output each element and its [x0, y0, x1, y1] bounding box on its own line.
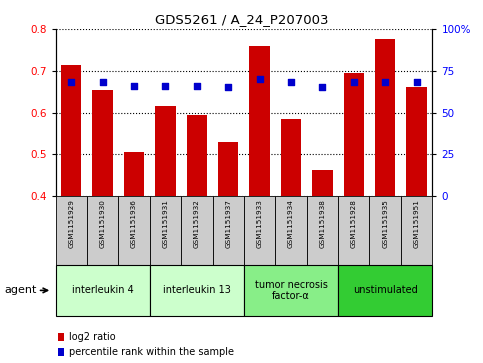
FancyBboxPatch shape [118, 196, 150, 265]
Text: GSM1151938: GSM1151938 [319, 200, 326, 248]
Bar [406, 87, 427, 196]
FancyBboxPatch shape [244, 265, 338, 316]
FancyBboxPatch shape [307, 196, 338, 265]
Point [382, 79, 389, 85]
Text: GSM1151937: GSM1151937 [225, 200, 231, 248]
Bar [155, 106, 176, 196]
Point [412, 79, 420, 85]
FancyBboxPatch shape [338, 196, 369, 265]
Bar [249, 46, 270, 196]
Bar [58, 333, 64, 341]
Bar [375, 40, 396, 196]
Text: GSM1151936: GSM1151936 [131, 200, 137, 248]
Bar [58, 348, 64, 356]
Text: unstimulated: unstimulated [353, 285, 418, 295]
Bar [61, 65, 82, 196]
FancyBboxPatch shape [213, 196, 244, 265]
FancyBboxPatch shape [401, 196, 432, 265]
Bar [92, 90, 113, 196]
Text: GDS5261 / A_24_P207003: GDS5261 / A_24_P207003 [155, 13, 328, 26]
FancyBboxPatch shape [244, 196, 275, 265]
Bar [312, 170, 333, 196]
Point [161, 83, 170, 89]
Point [224, 85, 232, 90]
Point [350, 79, 357, 85]
Bar [218, 142, 239, 196]
Point [256, 76, 264, 82]
Bar [281, 119, 301, 196]
Text: agent: agent [5, 285, 37, 295]
Bar [186, 115, 207, 196]
Text: GSM1151934: GSM1151934 [288, 200, 294, 248]
Text: GSM1151951: GSM1151951 [413, 200, 420, 248]
Text: percentile rank within the sample: percentile rank within the sample [69, 347, 234, 357]
Text: interleukin 13: interleukin 13 [163, 285, 231, 295]
Point [193, 83, 201, 89]
FancyBboxPatch shape [338, 265, 432, 316]
Text: GSM1151933: GSM1151933 [256, 200, 263, 248]
Point [68, 79, 75, 85]
Text: GSM1151929: GSM1151929 [68, 200, 74, 248]
Point [99, 79, 107, 85]
Text: GSM1151930: GSM1151930 [99, 200, 106, 248]
FancyBboxPatch shape [87, 196, 118, 265]
Point [287, 79, 295, 85]
Point [130, 83, 138, 89]
Bar [124, 152, 144, 196]
Text: log2 ratio: log2 ratio [69, 332, 115, 342]
Point [319, 85, 327, 90]
FancyBboxPatch shape [150, 196, 181, 265]
FancyBboxPatch shape [181, 196, 213, 265]
FancyBboxPatch shape [369, 196, 401, 265]
Text: tumor necrosis
factor-α: tumor necrosis factor-α [255, 280, 327, 301]
Text: GSM1151931: GSM1151931 [162, 200, 169, 248]
Text: interleukin 4: interleukin 4 [72, 285, 133, 295]
FancyBboxPatch shape [150, 265, 244, 316]
FancyBboxPatch shape [275, 196, 307, 265]
Text: GSM1151935: GSM1151935 [382, 200, 388, 248]
Text: GSM1151932: GSM1151932 [194, 200, 200, 248]
FancyBboxPatch shape [56, 196, 87, 265]
Bar [343, 73, 364, 196]
FancyBboxPatch shape [56, 265, 150, 316]
Text: GSM1151928: GSM1151928 [351, 200, 357, 248]
